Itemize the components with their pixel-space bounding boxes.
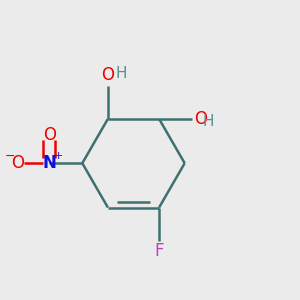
Text: H: H [203,114,214,129]
Text: F: F [154,242,164,260]
Text: O: O [43,126,56,144]
Text: O: O [11,154,24,172]
Text: N: N [42,154,56,172]
Text: O: O [101,66,114,84]
Text: −: − [4,149,15,162]
Text: +: + [54,151,63,161]
Text: H: H [116,66,127,81]
Text: O: O [194,110,207,128]
